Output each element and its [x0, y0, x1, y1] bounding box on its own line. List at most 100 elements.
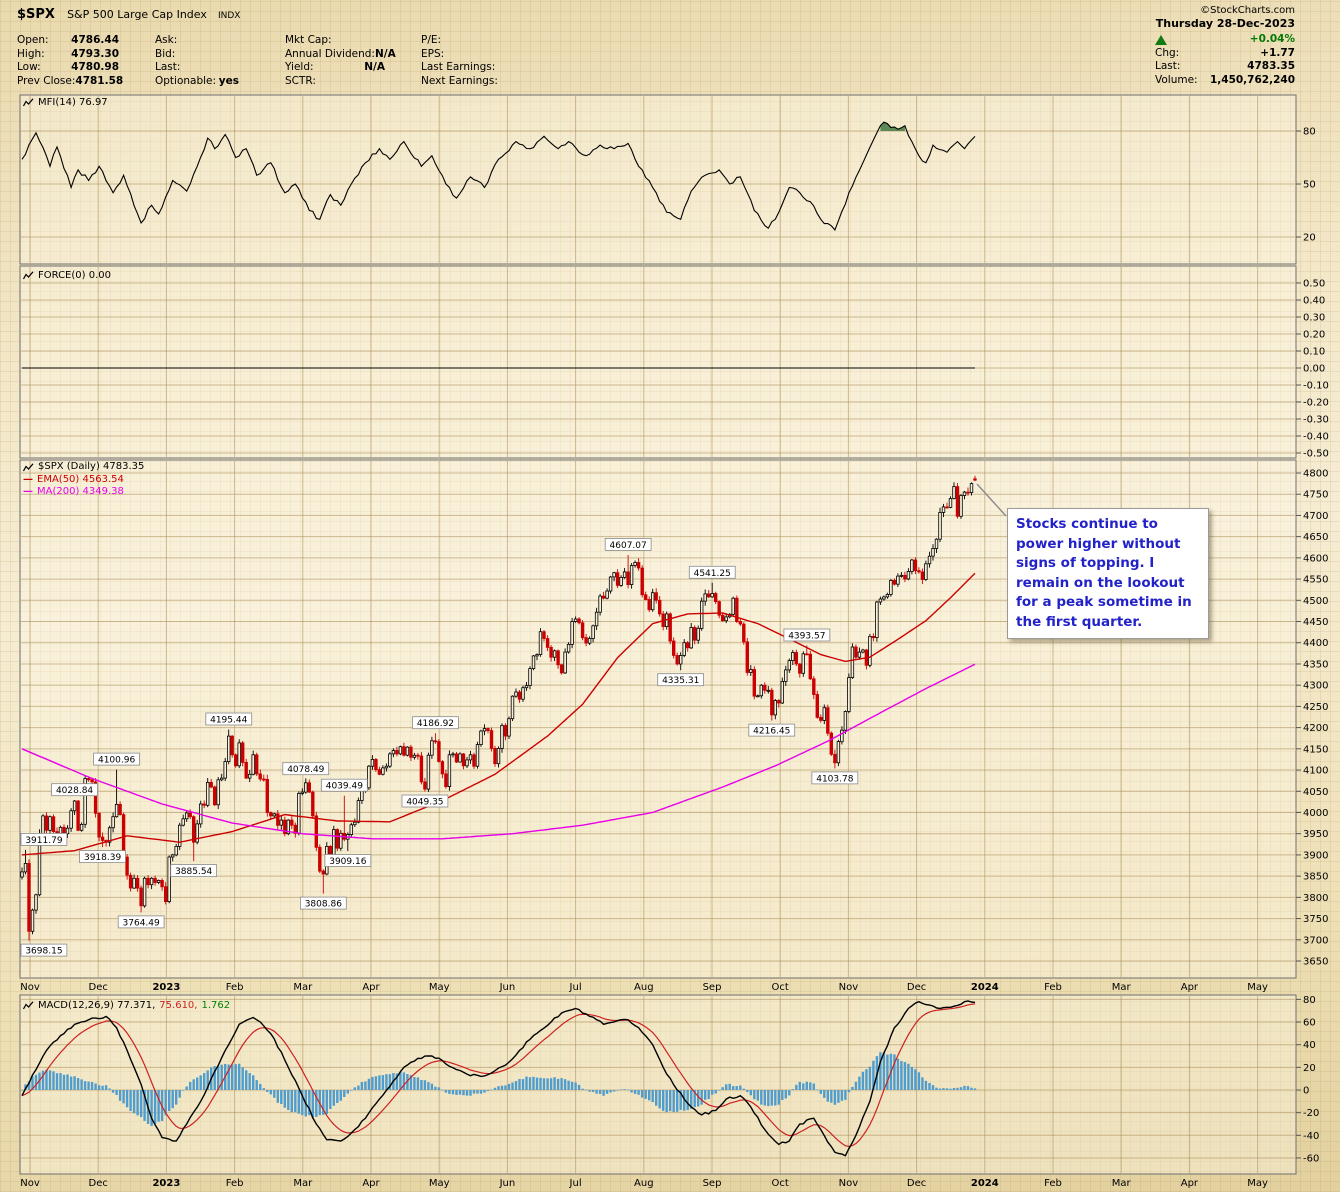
force-label-text: FORCE(0) 0.00 [38, 270, 111, 281]
svg-text:4103.78: 4103.78 [816, 774, 853, 784]
quote-label: Bid: [155, 47, 176, 60]
change-percent: +0.04% [1249, 33, 1295, 45]
svg-text:4100: 4100 [1303, 766, 1328, 777]
stat-value: 4783.35 [1247, 60, 1295, 72]
svg-text:0.30: 0.30 [1303, 313, 1325, 324]
svg-text:May: May [429, 982, 450, 993]
svg-text:Nov: Nov [20, 982, 40, 993]
svg-text:Dec: Dec [89, 1178, 108, 1189]
ma200-swatch: — [23, 486, 33, 497]
svg-text:4100.96: 4100.96 [98, 756, 135, 766]
svg-text:Aug: Aug [634, 982, 654, 993]
mfi-line [21, 121, 976, 231]
quote-label: Optionable: [155, 74, 217, 87]
svg-text:3850: 3850 [1303, 872, 1328, 883]
svg-text:Sep: Sep [703, 1178, 722, 1189]
quote-label: Ask: [155, 34, 178, 46]
svg-text:0.20: 0.20 [1303, 330, 1325, 341]
svg-text:20: 20 [1303, 233, 1316, 244]
quote-row: P/E: [421, 34, 541, 48]
svg-text:Nov: Nov [20, 1178, 40, 1189]
svg-text:Sep: Sep [703, 982, 722, 993]
quote-label: Yield: [285, 61, 314, 73]
svg-text:3911.79: 3911.79 [25, 836, 62, 846]
svg-text:Feb: Feb [1044, 982, 1062, 993]
ema50-legend: EMA(50) 4563.54 [37, 473, 124, 485]
svg-text:2024: 2024 [971, 982, 999, 993]
svg-text:60: 60 [1303, 1018, 1316, 1029]
indicator-icon [23, 463, 34, 472]
ma200-legend-row: — MA(200) 4349.38 [23, 486, 144, 499]
quote-row: Low: 4780.98 [17, 61, 119, 75]
mfi-label-text: MFI(14) 76.97 [38, 97, 108, 108]
stat-label: Chg: [1155, 46, 1180, 59]
annotation-pointer [976, 483, 1007, 517]
svg-text:-40: -40 [1303, 1131, 1319, 1142]
quote-row: Ask: [155, 34, 239, 48]
svg-text:3808.86: 3808.86 [305, 900, 342, 910]
svg-text:0.50: 0.50 [1303, 279, 1325, 290]
up-arrow-icon [1155, 35, 1167, 45]
quote-label: Low: [17, 61, 41, 73]
svg-text:May: May [1247, 982, 1268, 993]
macd-signal-line [21, 1003, 976, 1148]
ema50-line [21, 572, 976, 856]
svg-text:4700: 4700 [1303, 511, 1328, 522]
quote-value: 4786.44 [71, 34, 119, 46]
svg-text:4650: 4650 [1303, 532, 1328, 543]
svg-text:4300: 4300 [1303, 681, 1328, 692]
title-bar: $SPX S&P 500 Large Cap Index INDX [17, 3, 240, 22]
svg-text:4450: 4450 [1303, 617, 1328, 628]
svg-text:Mar: Mar [293, 1178, 313, 1189]
quote-row: Optionable: yes [155, 75, 239, 89]
x-axis-labels: Nov Dec 2023 Feb Mar Apr May Jun Jul Aug Sep Oct Nov… [20, 982, 1268, 1189]
svg-text:4500: 4500 [1303, 596, 1328, 607]
svg-text:Apr: Apr [362, 982, 380, 993]
quote-label: SCTR: [285, 74, 316, 87]
svg-text:3700: 3700 [1303, 935, 1328, 946]
quote-label: EPS: [421, 47, 445, 60]
stat-value: +1.77 [1260, 46, 1295, 59]
quote-row: High: 4793.30 [17, 48, 119, 62]
svg-text:-0.40: -0.40 [1303, 432, 1329, 443]
quote-label: Mkt Cap: [285, 34, 332, 46]
svg-text:Jun: Jun [499, 982, 516, 993]
svg-text:4350: 4350 [1303, 659, 1328, 670]
quote-value: 4793.30 [71, 47, 119, 60]
mfi-indicator-label: MFI(14) 76.97 [23, 97, 108, 108]
svg-text:Mar: Mar [1112, 982, 1132, 993]
svg-text:4050: 4050 [1303, 787, 1328, 798]
svg-text:4049.35: 4049.35 [406, 798, 443, 808]
macd-value: MACD(12,26,9) 77.371, [38, 1000, 156, 1011]
svg-text:Oct: Oct [772, 982, 789, 993]
svg-text:-0.30: -0.30 [1303, 415, 1329, 426]
svg-text:0.10: 0.10 [1303, 347, 1325, 358]
svg-text:May: May [429, 1178, 450, 1189]
svg-text:Mar: Mar [1112, 1178, 1132, 1189]
svg-text:4607.07: 4607.07 [610, 541, 647, 551]
macd-hist-value: 1.762 [201, 1000, 231, 1011]
svg-text:3950: 3950 [1303, 829, 1328, 840]
svg-text:4600: 4600 [1303, 553, 1328, 564]
svg-text:Dec: Dec [907, 1178, 926, 1189]
quote-column: Ask: Bid: Last: Optionable: yes [155, 34, 239, 88]
svg-text:Feb: Feb [226, 1178, 244, 1189]
quote-value: 4781.58 [75, 74, 124, 87]
stat-label: Volume: [1155, 73, 1198, 86]
stat-row: Last: 4783.35 [1155, 60, 1295, 74]
quote-column: Open: 4786.44 High: 4793.30 Low: 4780.98 Prev … [17, 34, 123, 88]
svg-text:4200: 4200 [1303, 723, 1328, 734]
svg-text:Apr: Apr [1181, 982, 1199, 993]
stat-row: Chg: +1.77 [1155, 47, 1295, 61]
svg-text:Nov: Nov [839, 982, 859, 993]
indicator-icon [23, 271, 34, 280]
force-indicator-label: FORCE(0) 0.00 [23, 270, 111, 281]
svg-text:2023: 2023 [152, 982, 180, 993]
svg-text:0: 0 [1303, 1086, 1309, 1097]
svg-text:3750: 3750 [1303, 914, 1328, 925]
svg-text:Mar: Mar [293, 982, 313, 993]
svg-text:4800: 4800 [1303, 469, 1328, 480]
svg-text:Jul: Jul [569, 1178, 582, 1189]
ma200-line [21, 663, 976, 840]
svg-text:3764.49: 3764.49 [123, 918, 160, 928]
